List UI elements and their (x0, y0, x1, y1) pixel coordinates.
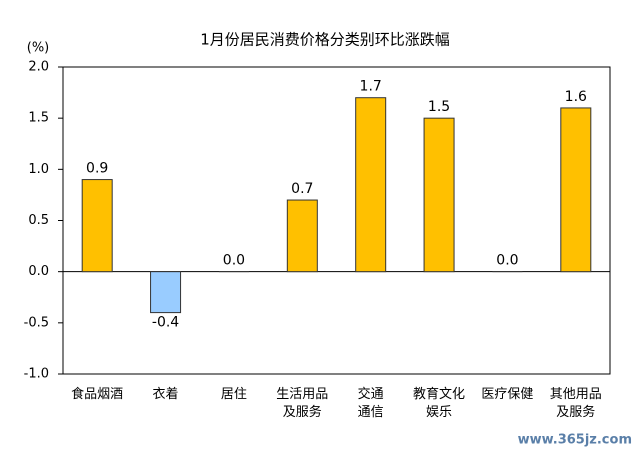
chart-title: 1月份居民消费价格分类别环比涨跌幅 (200, 31, 450, 49)
x-tick-label: 其他用品及服务 (550, 387, 602, 420)
watermark: www.365jz.com (518, 433, 632, 448)
y-unit: (%) (27, 41, 50, 56)
y-tick-label: 2.0 (28, 60, 49, 75)
value-label: 0.9 (86, 161, 108, 177)
y-tick-label: -0.5 (24, 315, 49, 330)
bar (355, 97, 387, 273)
bar (286, 199, 318, 273)
bar (81, 179, 113, 273)
bar (560, 107, 592, 273)
x-tick-label: 居住 (221, 387, 247, 402)
value-label: 0.0 (223, 253, 245, 269)
x-tick-label: 医疗保健 (481, 387, 533, 402)
value-label: 0.0 (496, 253, 518, 269)
x-tick-label: 交通通信 (358, 386, 384, 420)
value-label: 1.6 (565, 89, 587, 105)
y-tick-label: 0.5 (28, 213, 49, 228)
x-tick-label: 生活用品及服务 (276, 387, 328, 420)
value-label: -0.4 (152, 315, 179, 331)
value-label: 1.5 (428, 99, 450, 115)
value-label: 0.7 (291, 181, 313, 197)
y-tick-label: -1.0 (24, 367, 49, 382)
y-tick-label: 1.5 (28, 111, 49, 126)
x-tick-label: 教育文化娱乐 (413, 386, 465, 420)
bar (423, 117, 455, 273)
value-label: 1.7 (360, 79, 382, 95)
y-tick-label: 0.0 (28, 264, 49, 279)
x-tick-label: 衣着 (153, 386, 179, 402)
y-tick-label: 1.0 (28, 162, 49, 177)
x-tick-label: 食品烟酒 (71, 386, 123, 402)
bar (150, 271, 182, 314)
